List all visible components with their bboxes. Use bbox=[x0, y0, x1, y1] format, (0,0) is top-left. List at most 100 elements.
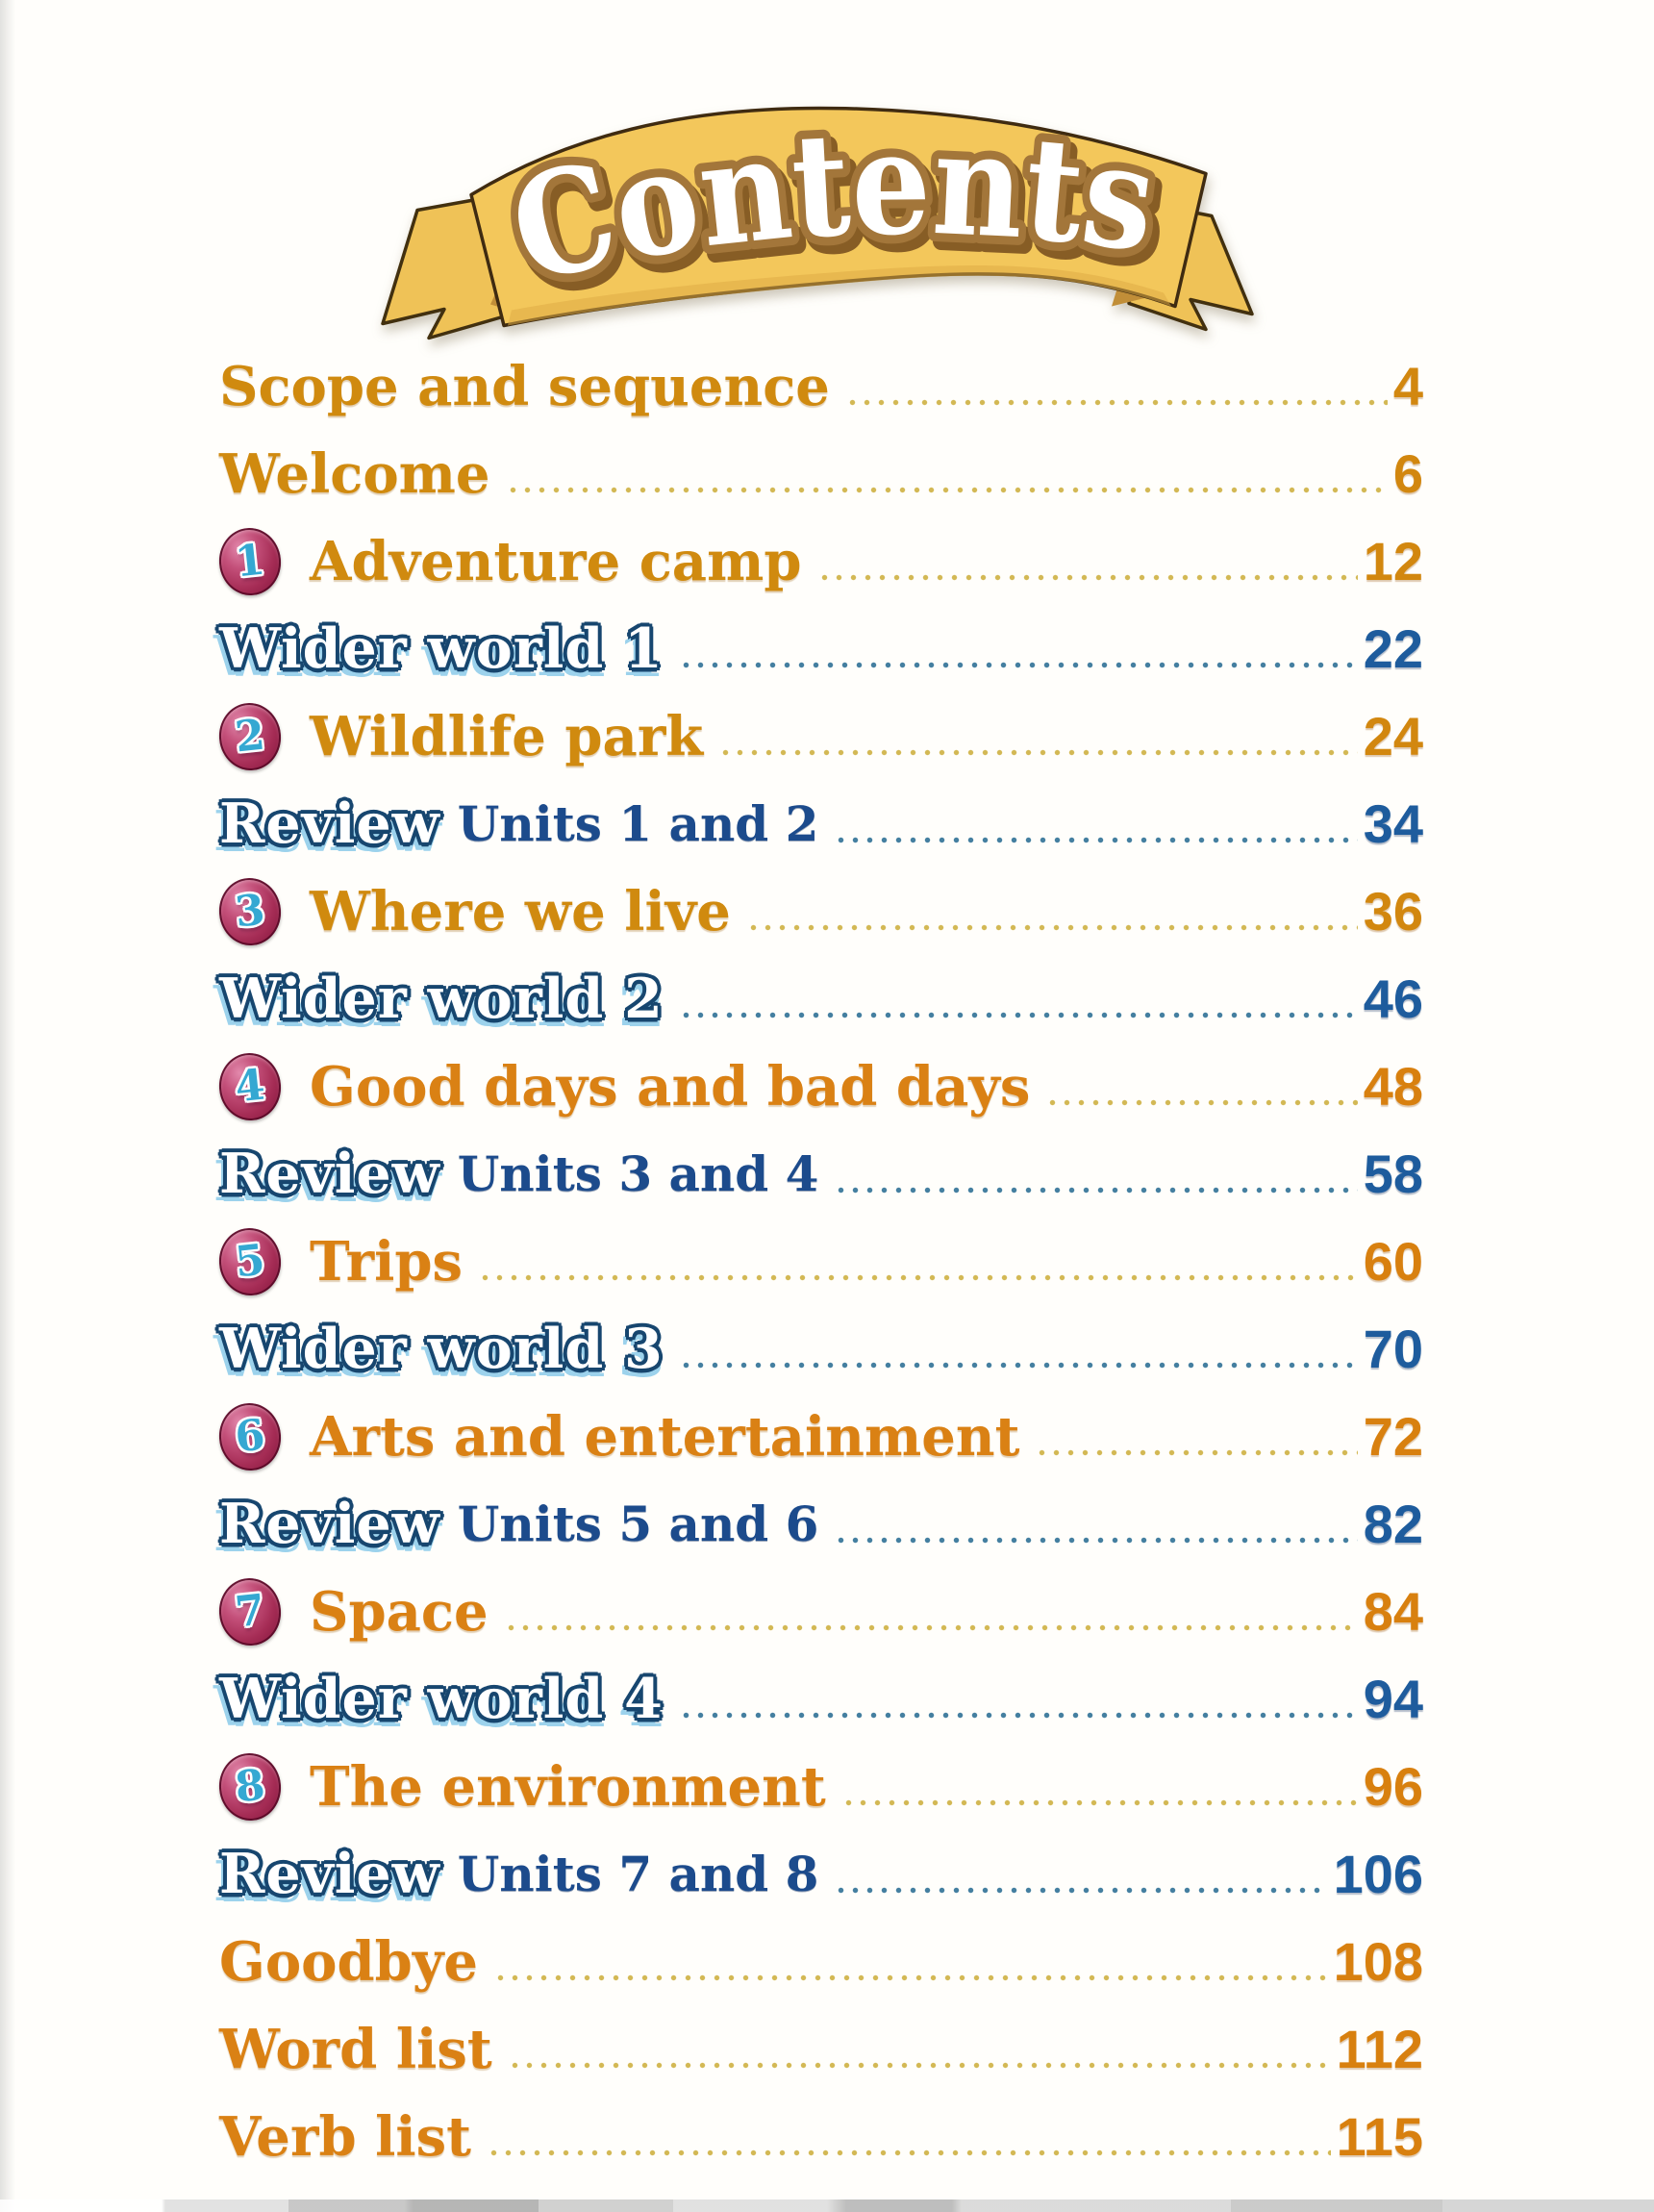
page-number: 60 bbox=[1363, 1231, 1423, 1292]
dotted-leader bbox=[834, 1480, 1358, 1568]
toc-row: 6 Arts and entertainment 72 bbox=[215, 1393, 1423, 1480]
page-number: 24 bbox=[1363, 706, 1423, 767]
scan-bottom-edge bbox=[0, 2199, 1654, 2212]
toc-entry-title: Review bbox=[219, 792, 440, 856]
toc-row: Verb list 115 bbox=[219, 2093, 1423, 2180]
unit-number-badge: 4 bbox=[215, 1049, 285, 1123]
dotted-leader bbox=[1035, 1393, 1358, 1480]
dotted-leader bbox=[834, 1130, 1358, 1218]
toc-entry-title: Wider world 1 bbox=[219, 616, 664, 681]
page-number: 96 bbox=[1363, 1756, 1423, 1817]
toc-row: 2 Wildlife park 24 bbox=[215, 692, 1423, 780]
toc-entry-subtitle: Units 1 and 2 bbox=[457, 795, 819, 852]
dotted-leader bbox=[678, 605, 1358, 692]
dotted-leader bbox=[840, 1743, 1358, 1830]
page-number: 108 bbox=[1333, 1931, 1423, 1992]
scan-left-edge bbox=[0, 0, 15, 2212]
page-number: 58 bbox=[1363, 1144, 1423, 1204]
toc-entry-title: The environment bbox=[310, 1754, 826, 1819]
unit-number: 6 bbox=[233, 1410, 267, 1462]
dotted-leader bbox=[503, 1568, 1358, 1655]
unit-number: 7 bbox=[233, 1585, 267, 1637]
toc-entry-subtitle: Units 3 and 4 bbox=[457, 1145, 819, 1202]
page-number: 6 bbox=[1392, 443, 1423, 504]
dotted-leader bbox=[678, 1655, 1358, 1743]
toc-entry-subtitle: Units 7 and 8 bbox=[457, 1846, 819, 1902]
toc-entry-title: Wider world 4 bbox=[219, 1667, 664, 1731]
page-number: 36 bbox=[1363, 881, 1423, 942]
toc-row: 3 Where we live 36 bbox=[215, 867, 1423, 955]
unit-number: 8 bbox=[233, 1760, 267, 1812]
page-number: 46 bbox=[1363, 968, 1423, 1029]
toc-entry-title: Trips bbox=[310, 1229, 464, 1294]
toc-entry-title: Goodbye bbox=[219, 1929, 479, 1994]
toc-row: Review Units 7 and 8 106 bbox=[219, 1830, 1423, 1918]
page-number: 106 bbox=[1333, 1844, 1423, 1904]
dotted-leader bbox=[493, 1918, 1328, 2005]
dotted-leader bbox=[745, 867, 1358, 955]
page-number: 34 bbox=[1363, 793, 1423, 854]
unit-number-badge: 5 bbox=[215, 1224, 285, 1298]
toc-entry-title: Review bbox=[219, 1842, 440, 1906]
toc-entry-title: Space bbox=[310, 1579, 489, 1644]
dotted-leader bbox=[507, 2005, 1331, 2093]
unit-number: 1 bbox=[233, 535, 267, 587]
dotted-leader bbox=[678, 1305, 1358, 1393]
page-number: 84 bbox=[1363, 1581, 1423, 1642]
page-number: 12 bbox=[1363, 531, 1423, 591]
toc-entry-title: Word list bbox=[219, 2017, 492, 2081]
toc-entry-title: Adventure camp bbox=[310, 529, 802, 593]
toc-row: Wider world 1 22 bbox=[219, 605, 1423, 692]
unit-number: 5 bbox=[233, 1235, 267, 1287]
toc-entry-title: Scope and sequence bbox=[219, 354, 830, 418]
ribbon-banner-graphic: Contents Contents Contents bbox=[381, 90, 1254, 340]
toc-row: 1 Adventure camp 12 bbox=[215, 517, 1423, 605]
toc-entry-title: Where we live bbox=[310, 879, 731, 943]
unit-number-badge: 3 bbox=[215, 874, 285, 948]
page-number: 82 bbox=[1363, 1494, 1423, 1554]
unit-number-badge: 6 bbox=[215, 1399, 285, 1473]
toc-entry-title: Review bbox=[219, 1142, 440, 1206]
unit-number-badge: 7 bbox=[215, 1574, 285, 1648]
page-number: 4 bbox=[1392, 356, 1423, 416]
toc-row: 4 Good days and bad days 48 bbox=[215, 1043, 1423, 1130]
unit-number: 3 bbox=[233, 885, 267, 937]
toc-row: Wider world 4 94 bbox=[219, 1655, 1423, 1743]
toc-row: Scope and sequence 4 bbox=[219, 342, 1423, 430]
toc-list: Scope and sequence 4 Welcome 6 1 Adventure ca… bbox=[215, 342, 1423, 2180]
toc-row: Goodbye 108 bbox=[219, 1918, 1423, 2005]
toc-row: 5 Trips 60 bbox=[215, 1218, 1423, 1305]
toc-entry-title: Wildlife park bbox=[310, 704, 704, 768]
page-number: 94 bbox=[1363, 1669, 1423, 1729]
toc-entry-title: Welcome bbox=[219, 441, 490, 506]
toc-row: Review Units 5 and 6 82 bbox=[219, 1480, 1423, 1568]
toc-row: Review Units 1 and 2 34 bbox=[219, 780, 1423, 867]
contents-banner: Contents Contents Contents bbox=[367, 79, 1271, 343]
dotted-leader bbox=[505, 430, 1388, 517]
toc-row: 8 The environment 96 bbox=[215, 1743, 1423, 1830]
dotted-leader bbox=[478, 1218, 1358, 1305]
unit-number-badge: 1 bbox=[215, 524, 285, 598]
toc-entry-title: Wider world 2 bbox=[219, 967, 664, 1031]
unit-number-badge: 2 bbox=[215, 699, 285, 773]
toc-row: 7 Space 84 bbox=[215, 1568, 1423, 1655]
unit-number-badge: 8 bbox=[215, 1749, 285, 1823]
unit-number: 4 bbox=[233, 1060, 267, 1112]
page-number: 22 bbox=[1363, 618, 1423, 679]
dotted-leader bbox=[1045, 1043, 1358, 1130]
toc-entry-title: Verb list bbox=[219, 2104, 472, 2169]
dotted-leader bbox=[718, 692, 1358, 780]
page-number: 112 bbox=[1336, 2019, 1423, 2079]
unit-number: 2 bbox=[233, 710, 267, 762]
toc-entry-subtitle: Units 5 and 6 bbox=[457, 1496, 819, 1552]
dotted-leader bbox=[834, 1830, 1328, 1918]
toc-row: Word list 112 bbox=[219, 2005, 1423, 2093]
toc-row: Review Units 3 and 4 58 bbox=[219, 1130, 1423, 1218]
toc-row: Wider world 3 70 bbox=[219, 1305, 1423, 1393]
page-number: 115 bbox=[1336, 2106, 1423, 2167]
toc-row: Wider world 2 46 bbox=[219, 955, 1423, 1043]
toc-entry-title: Arts and entertainment bbox=[310, 1404, 1020, 1469]
dotted-leader bbox=[678, 955, 1358, 1043]
dotted-leader bbox=[834, 780, 1358, 867]
